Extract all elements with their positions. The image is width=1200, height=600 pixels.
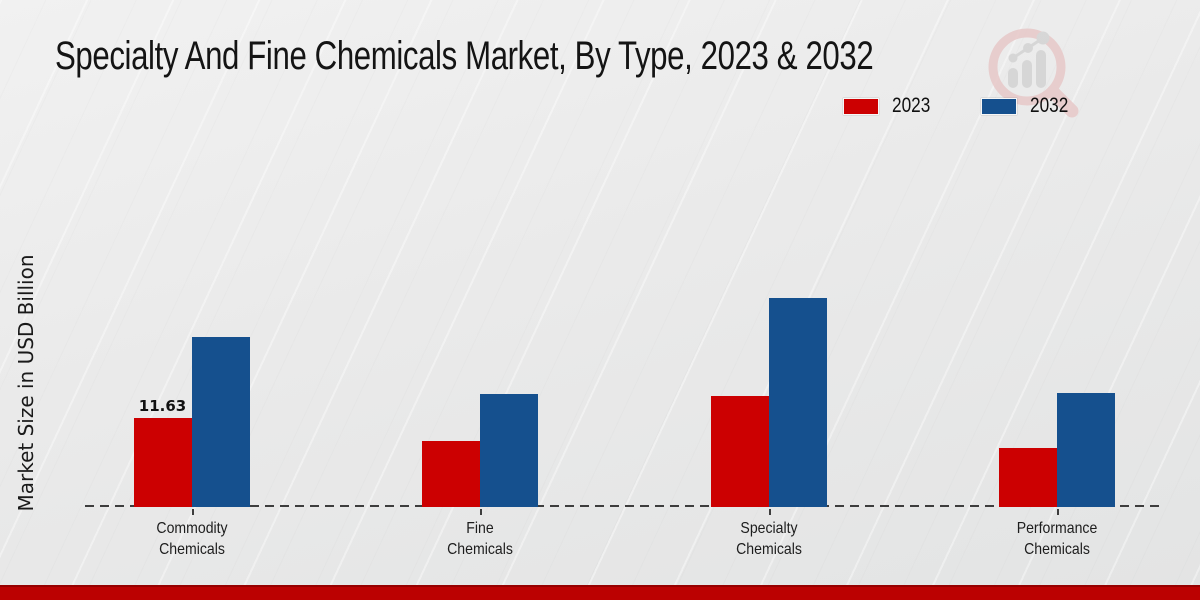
footer-accent-bar bbox=[0, 585, 1200, 600]
bar-2032 bbox=[480, 394, 538, 507]
axis-tick bbox=[1057, 509, 1059, 515]
legend-swatch bbox=[980, 97, 1017, 115]
bar-2023 bbox=[999, 448, 1057, 507]
legend-swatch bbox=[843, 97, 879, 115]
axis-tick bbox=[191, 509, 194, 515]
legend-label: 2023 bbox=[892, 94, 931, 117]
legend-item-2023: 2023 bbox=[843, 94, 939, 118]
category-label: Fine Chemicals bbox=[447, 520, 513, 559]
bar-pair: 11.63 bbox=[133, 337, 250, 507]
bar-group: 11.63 Commodity Chemicals bbox=[133, 337, 250, 558]
bar-2023 bbox=[422, 441, 480, 507]
bar-group: Fine Chemicals bbox=[422, 394, 538, 558]
bar-group: Specialty Chemicals bbox=[710, 298, 827, 558]
category-label: Commodity Chemicals bbox=[155, 520, 228, 559]
category-label: Specialty Chemicals bbox=[735, 520, 802, 559]
bar-2023 bbox=[710, 396, 769, 507]
bar-value-label: 11.63 bbox=[138, 397, 187, 415]
magnifier-growth-chart-logo-icon bbox=[988, 28, 1079, 118]
axis-tick bbox=[768, 509, 771, 515]
bar-2032 bbox=[191, 337, 250, 507]
axis-tick bbox=[480, 509, 482, 515]
category-label: Performance Chemicals bbox=[1016, 520, 1098, 559]
bar-2032 bbox=[768, 298, 827, 507]
legend-label: 2032 bbox=[1029, 94, 1069, 117]
bar-pair bbox=[710, 298, 827, 507]
bar-group: Performance Chemicals bbox=[999, 393, 1115, 558]
chart-title: Specialty And Fine Chemicals Market, By … bbox=[55, 34, 874, 78]
bar-2023: 11.63 bbox=[133, 397, 192, 507]
bar-2032 bbox=[1057, 393, 1115, 507]
x-axis-baseline bbox=[85, 505, 1163, 507]
legend-item-2032: 2032 bbox=[980, 94, 1077, 118]
bar-pair bbox=[999, 393, 1115, 507]
legend: 2023 2032 bbox=[843, 94, 1076, 118]
bar-pair bbox=[422, 394, 538, 507]
